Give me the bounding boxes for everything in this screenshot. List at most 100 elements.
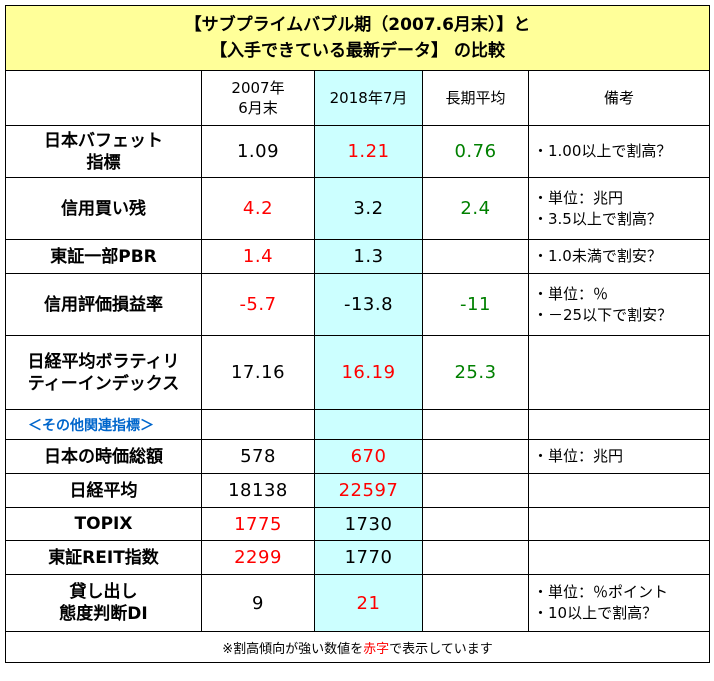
header-2007-line1: 2007年 bbox=[231, 79, 285, 97]
header-2007-line2: 6月末 bbox=[238, 99, 278, 117]
note-line: ・単位：兆円 bbox=[533, 447, 624, 465]
note-line: ・10以上で割高？ bbox=[533, 604, 658, 622]
value-2007: 1.4 bbox=[201, 239, 315, 274]
table-row: 東証REIT指数 2299 1770 bbox=[5, 540, 711, 575]
label-line: 日経平均ボラティリ bbox=[27, 351, 180, 372]
value-2018: 16.19 bbox=[314, 335, 423, 410]
table-row: TOPIX 1775 1730 bbox=[5, 507, 711, 541]
note-line: ・3.5以上で割高？ bbox=[533, 209, 662, 228]
value-2018: 1.3 bbox=[314, 239, 423, 274]
value-2018: 1730 bbox=[314, 507, 423, 541]
empty-cell bbox=[422, 540, 529, 575]
note-cell bbox=[527, 507, 711, 541]
value-average: 2.4 bbox=[422, 177, 529, 240]
header-2007: 2007年 6月末 bbox=[201, 70, 315, 126]
section-label: ＜その他関連指標＞ bbox=[5, 409, 202, 440]
value-2007: 9 bbox=[201, 574, 315, 632]
label-line: 貸し出し bbox=[69, 582, 138, 602]
title-row: 【サブプライムバブル期（2007.6月末）】と 【入手できている最新データ】 の… bbox=[4, 5, 711, 71]
table-title: 【サブプライムバブル期（2007.6月末）】と 【入手できている最新データ】 の… bbox=[4, 5, 711, 71]
value-2007: 18138 bbox=[201, 473, 315, 508]
table-row: 貸し出し 態度判断DI 9 21 ・単位：％ポイント ・10以上で割高？ bbox=[5, 574, 711, 632]
value-2007: 2299 bbox=[201, 540, 315, 575]
row-label-nikkei: 日経平均 bbox=[5, 473, 202, 508]
table-row: 東証一部PBR 1.4 1.3 ・1.0未満で割安？ bbox=[5, 239, 711, 274]
value-2007: 578 bbox=[201, 439, 315, 474]
table-row: 日経平均ボラティリ ティーインデックス 17.16 16.19 25.3 bbox=[5, 335, 711, 410]
label-line: 態度判断DI bbox=[59, 604, 148, 624]
empty-cell bbox=[422, 473, 529, 508]
row-label-topix: TOPIX bbox=[5, 507, 202, 541]
title-line-2: 【入手できている最新データ】 の比較 bbox=[210, 41, 505, 61]
value-2007: -5.7 bbox=[201, 273, 315, 336]
empty-cell bbox=[422, 574, 529, 632]
section-row: ＜その他関連指標＞ bbox=[5, 409, 711, 440]
value-2018: 3.2 bbox=[314, 177, 423, 240]
footer-row: ※割高傾向が強い数値を赤字で表示しています bbox=[4, 631, 711, 663]
header-row: 2007年 6月末 2018年7月 長期平均 備考 bbox=[5, 70, 711, 126]
label-line: 指標 bbox=[86, 152, 121, 173]
note-cell bbox=[527, 335, 711, 410]
note-cell bbox=[527, 540, 711, 575]
value-2007: 1.09 bbox=[201, 125, 315, 178]
header-2018: 2018年7月 bbox=[314, 70, 423, 126]
footer-note: ※割高傾向が強い数値を赤字で表示しています bbox=[4, 631, 711, 663]
note-cell: ・単位：％ ・－25以下で割安？ bbox=[527, 273, 711, 336]
row-label-market-cap: 日本の時価総額 bbox=[5, 439, 202, 474]
label-line: 日本バフェット bbox=[44, 130, 163, 151]
empty-cell bbox=[201, 409, 315, 440]
value-average: 25.3 bbox=[422, 335, 529, 410]
table-row: 信用評価損益率 -5.7 -13.8 -11 ・単位：％ ・－25以下で割安？ bbox=[5, 273, 711, 336]
note-cell bbox=[527, 473, 711, 508]
value-2018: 1770 bbox=[314, 540, 423, 575]
table-row: 日本バフェット 指標 1.09 1.21 0.76 ・1.00以上で割高？ bbox=[5, 125, 711, 178]
row-label-buffett: 日本バフェット 指標 bbox=[5, 125, 202, 178]
note-line: ・－25以下で割安？ bbox=[533, 305, 673, 324]
row-label-reit: 東証REIT指数 bbox=[5, 540, 202, 575]
value-2007: 1775 bbox=[201, 507, 315, 541]
value-average: -11 bbox=[422, 273, 529, 336]
value-2007: 4.2 bbox=[201, 177, 315, 240]
value-average: 0.76 bbox=[422, 125, 529, 178]
table-row: 日経平均 18138 22597 bbox=[5, 473, 711, 508]
note-line: ・1.0未満で割安？ bbox=[533, 247, 662, 265]
empty-cell bbox=[314, 409, 423, 440]
footer-text: で表示しています bbox=[389, 641, 493, 657]
row-label-credit: 信用買い残 bbox=[5, 177, 202, 240]
empty-cell bbox=[422, 439, 529, 474]
footer-highlight: 赤字 bbox=[363, 641, 390, 657]
header-long-term-average: 長期平均 bbox=[422, 70, 529, 126]
note-line: ・単位：兆円 bbox=[533, 188, 624, 207]
footer-text: ※割高傾向が強い数値を bbox=[222, 641, 364, 657]
value-2018: 1.21 bbox=[314, 125, 423, 178]
label-line: ティーインデックス bbox=[27, 373, 180, 394]
note-line: ・単位：％ポイント bbox=[533, 583, 669, 601]
empty-cell bbox=[422, 409, 529, 440]
row-label-eval: 信用評価損益率 bbox=[5, 273, 202, 336]
row-label-lending-di: 貸し出し 態度判断DI bbox=[5, 574, 202, 632]
note-cell: ・1.00以上で割高？ bbox=[527, 125, 711, 178]
table-row: 信用買い残 4.2 3.2 2.4 ・単位：兆円 ・3.5以上で割高？ bbox=[5, 177, 711, 240]
note-line: ・1.00以上で割高？ bbox=[533, 142, 672, 160]
empty-cell bbox=[422, 507, 529, 541]
value-2007: 17.16 bbox=[201, 335, 315, 410]
note-cell: ・単位：兆円 bbox=[527, 439, 711, 474]
header-notes: 備考 bbox=[527, 70, 711, 126]
note-cell: ・1.0未満で割安？ bbox=[527, 239, 711, 274]
note-cell: ・単位：兆円 ・3.5以上で割高？ bbox=[527, 177, 711, 240]
empty-cell bbox=[527, 409, 711, 440]
value-2018: 21 bbox=[314, 574, 423, 632]
note-cell: ・単位：％ポイント ・10以上で割高？ bbox=[527, 574, 711, 632]
header-label-cell bbox=[5, 70, 202, 126]
value-2018: 670 bbox=[314, 439, 423, 474]
value-2018: -13.8 bbox=[314, 273, 423, 336]
table-row: 日本の時価総額 578 670 ・単位：兆円 bbox=[5, 439, 711, 474]
value-2018: 22597 bbox=[314, 473, 423, 508]
title-line-1: 【サブプライムバブル期（2007.6月末）】と bbox=[184, 15, 531, 35]
comparison-sheet: 【サブプライムバブル期（2007.6月末）】と 【入手できている最新データ】 の… bbox=[4, 5, 711, 663]
row-label-volatility: 日経平均ボラティリ ティーインデックス bbox=[5, 335, 202, 410]
comparison-table: 【サブプライムバブル期（2007.6月末）】と 【入手できている最新データ】 の… bbox=[4, 5, 711, 663]
value-average bbox=[422, 239, 529, 274]
row-label-pbr: 東証一部PBR bbox=[5, 239, 202, 274]
note-line: ・単位：％ bbox=[533, 284, 609, 303]
